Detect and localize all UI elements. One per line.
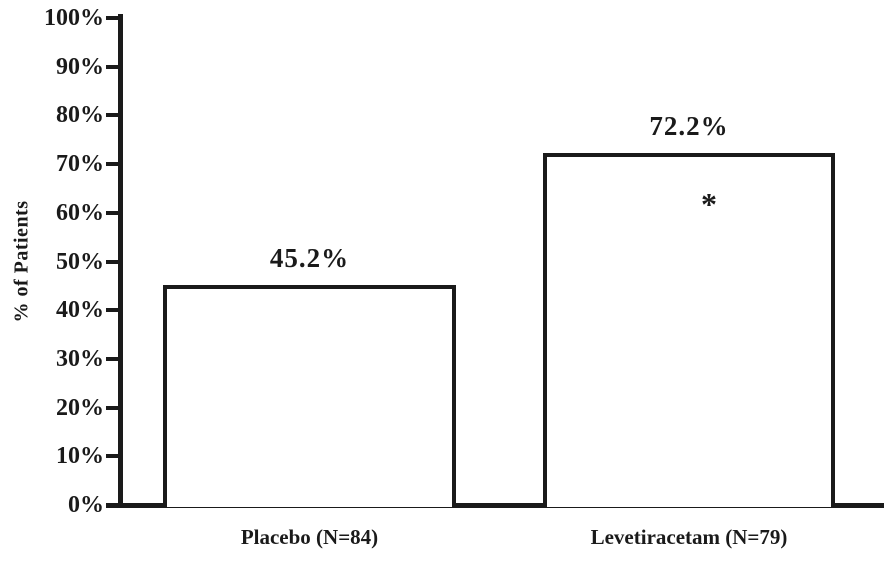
y-tick-label: 70% <box>56 151 104 178</box>
y-tick-label: 40% <box>56 297 104 324</box>
bar <box>543 153 835 507</box>
y-tick-mark <box>106 259 119 264</box>
y-tick-label: 80% <box>56 102 104 129</box>
y-tick-mark <box>106 113 119 118</box>
significance-asterisk: * <box>701 186 717 222</box>
y-tick-label: 20% <box>56 394 104 421</box>
y-tick-mark <box>106 503 119 507</box>
y-tick-label: 10% <box>56 443 104 470</box>
y-tick-mark <box>106 454 119 459</box>
y-tick-mark <box>106 405 119 410</box>
category-label: Placebo (N=84) <box>240 525 379 549</box>
y-tick-mark <box>106 16 119 20</box>
y-tick-label: 0% <box>68 492 104 518</box>
bar-value-label: 45.2% <box>269 243 350 273</box>
bar <box>163 285 456 507</box>
y-tick-mark <box>106 210 119 215</box>
y-tick-mark <box>106 308 119 313</box>
y-tick-mark <box>106 356 119 361</box>
x-axis-line <box>106 503 884 508</box>
y-tick-mark <box>106 162 119 167</box>
y-axis-line <box>118 14 123 508</box>
y-tick-label: 100% <box>44 5 104 31</box>
category-label: Levetiracetam (N=79) <box>590 525 788 549</box>
bar-value-label: 72.2% <box>649 111 729 141</box>
y-tick-label: 50% <box>56 248 104 275</box>
y-tick-label: 60% <box>56 199 104 226</box>
y-tick-mark <box>106 64 119 69</box>
y-tick-label: 90% <box>56 53 104 80</box>
y-tick-label: 30% <box>56 345 104 372</box>
